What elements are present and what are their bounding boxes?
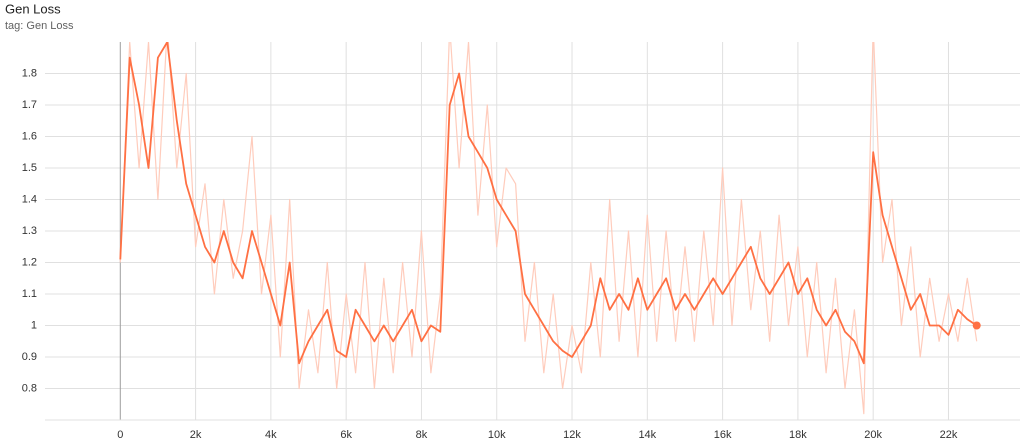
y-tick-label: 0.9 [22, 351, 37, 363]
y-tick-label: 0.8 [22, 382, 37, 394]
x-tick-label: 2k [190, 429, 202, 441]
y-tick-label: 1.2 [22, 256, 37, 268]
chart-title: Gen Loss [5, 1, 61, 16]
x-tick-label: 16k [714, 429, 732, 441]
y-tick-label: 1 [31, 319, 37, 331]
y-tick-label: 1.7 [22, 99, 37, 111]
series-line [119, 42, 978, 415]
x-tick-label: 12k [563, 429, 581, 441]
x-tick-label: 14k [638, 429, 656, 441]
x-tick-label: 22k [940, 429, 958, 441]
plot-area [119, 42, 981, 415]
x-tick-label: 4k [265, 429, 277, 441]
x-tick-label: 0 [117, 429, 123, 441]
x-tick-label: 18k [789, 429, 807, 441]
y-tick-label: 1.4 [22, 193, 37, 205]
x-tick-label: 6k [340, 429, 352, 441]
x-tick-label: 20k [864, 429, 882, 441]
x-tick-label: 8k [416, 429, 428, 441]
y-tick-label: 1.1 [22, 288, 37, 300]
series-line [119, 42, 978, 365]
y-tick-label: 1.8 [22, 67, 37, 79]
y-tick-label: 1.3 [22, 225, 37, 237]
chart-subtitle: tag: Gen Loss [5, 20, 74, 32]
y-tick-label: 1.6 [22, 130, 37, 142]
last-point [972, 321, 981, 330]
x-tick-label: 10k [488, 429, 506, 441]
y-tick-label: 1.5 [22, 162, 37, 174]
